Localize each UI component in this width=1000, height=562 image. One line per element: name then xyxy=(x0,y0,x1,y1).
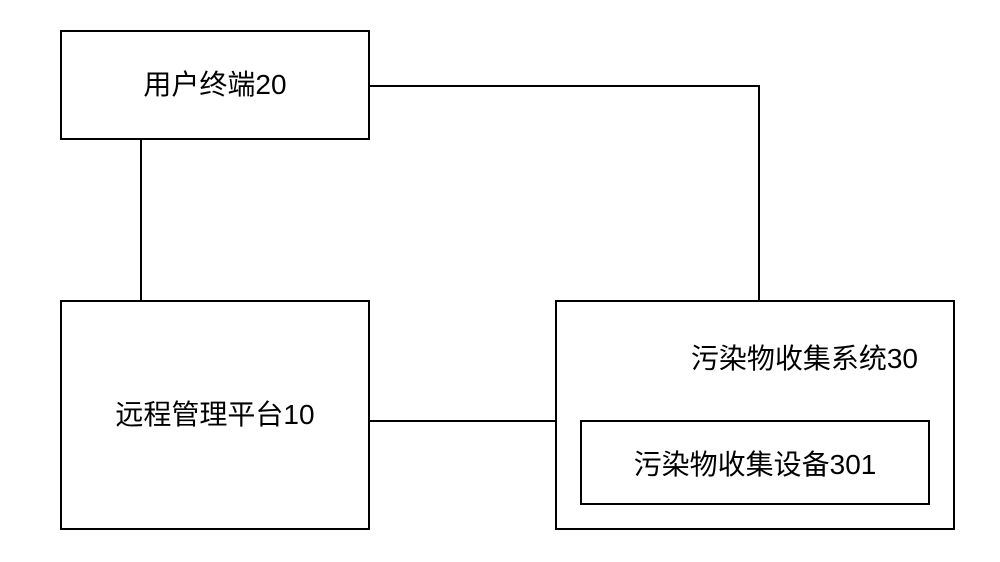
collection-device-label: 污染物收集设备301 xyxy=(634,443,877,483)
remote-platform-box: 远程管理平台10 xyxy=(60,300,370,530)
remote-platform-label: 远程管理平台10 xyxy=(115,395,314,434)
user-terminal-box: 用户终端20 xyxy=(60,30,370,140)
collection-device-box: 污染物收集设备301 xyxy=(580,420,930,505)
connector-platform-to-system xyxy=(370,420,555,422)
collection-system-label: 污染物收集系统30 xyxy=(691,337,918,377)
connector-terminal-to-system-horizontal xyxy=(370,85,760,87)
user-terminal-label: 用户终端20 xyxy=(143,65,286,104)
connector-terminal-to-platform xyxy=(140,140,142,300)
connector-terminal-to-system-vertical xyxy=(758,85,760,300)
